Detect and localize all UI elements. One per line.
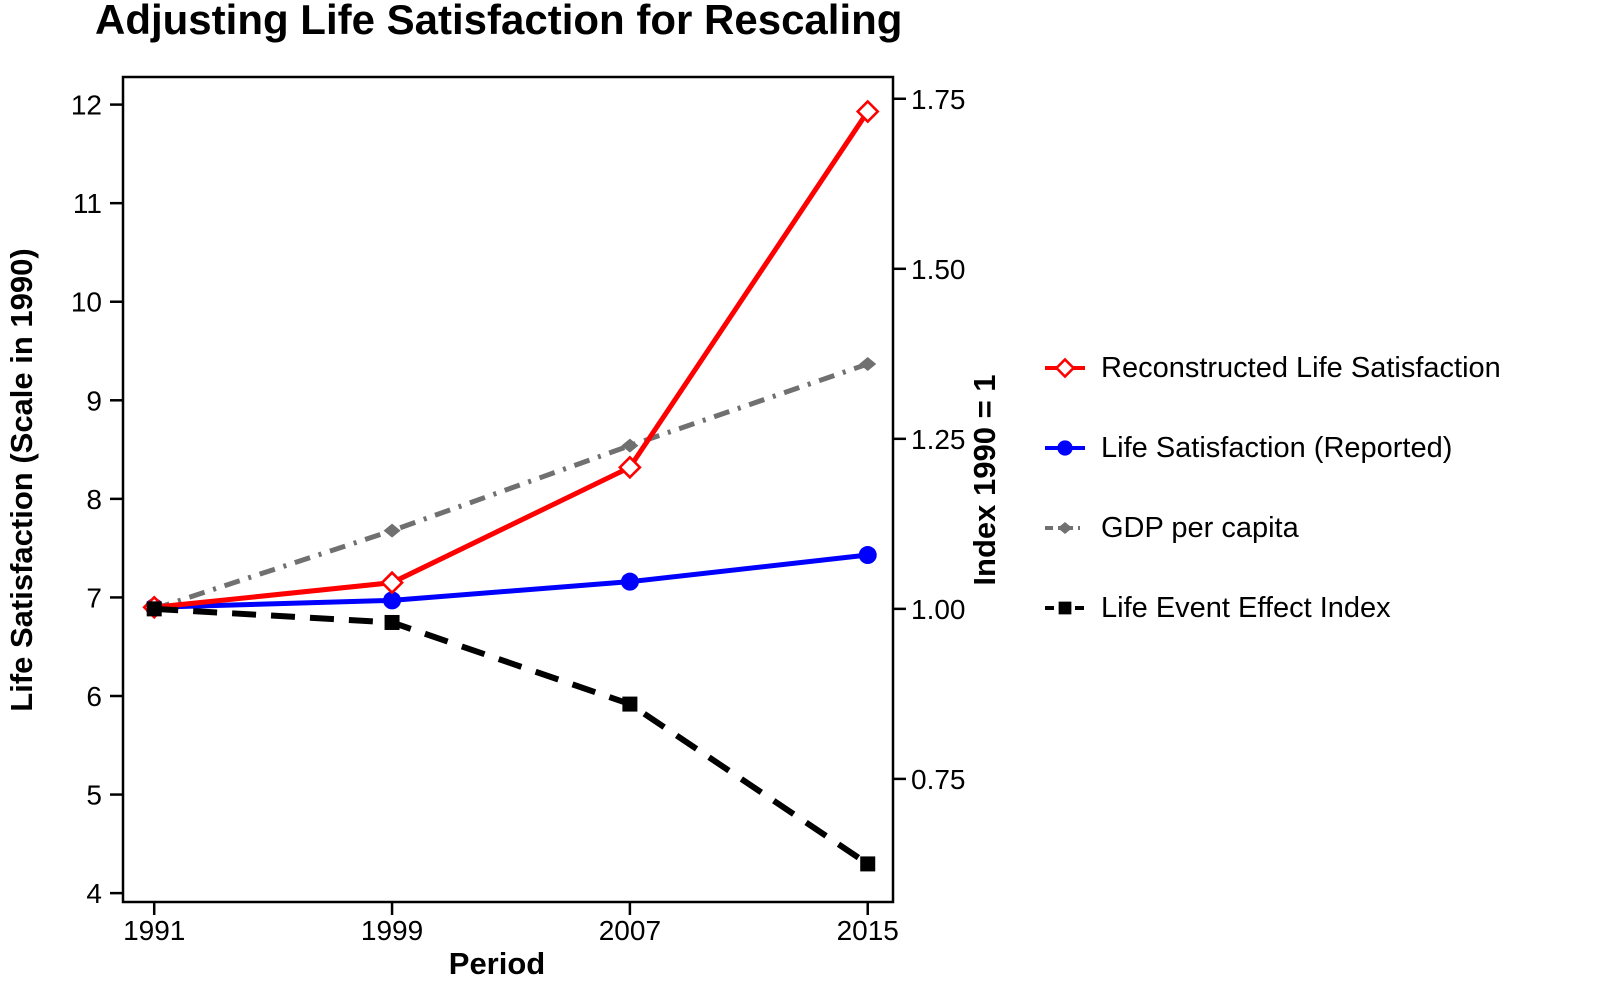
- legend-item-reconstructed-life-satisfaction: Reconstructed Life Satisfaction: [1042, 344, 1501, 392]
- legend-item-gdp-per-capita: GDP per capita: [1042, 504, 1501, 552]
- open-diamond-icon: [1045, 357, 1085, 379]
- svg-text:1.50: 1.50: [911, 254, 966, 285]
- plot-frame: [121, 75, 895, 904]
- svg-text:2007: 2007: [599, 915, 661, 946]
- series-life-satisfaction-reported: [145, 546, 877, 617]
- svg-text:10: 10: [71, 287, 102, 318]
- svg-text:2015: 2015: [837, 915, 899, 946]
- svg-text:1.00: 1.00: [911, 594, 966, 625]
- right-axis-title: Index 1990 = 1: [967, 374, 1002, 586]
- svg-text:1991: 1991: [123, 915, 185, 946]
- svg-text:12: 12: [71, 90, 102, 121]
- legend-label: Reconstructed Life Satisfaction: [1101, 351, 1501, 384]
- legend-label: GDP per capita: [1101, 511, 1299, 544]
- x-axis: 1991 1999 2007 2015: [123, 902, 899, 946]
- svg-text:4: 4: [86, 878, 102, 909]
- left-axis-title: Life Satisfaction (Scale in 1990): [4, 248, 39, 712]
- svg-text:8: 8: [86, 484, 102, 515]
- filled-diamond-icon: [1045, 522, 1085, 534]
- svg-text:1.25: 1.25: [911, 424, 966, 455]
- legend-item-life-satisfaction-reported: Life Satisfaction (Reported): [1042, 424, 1501, 472]
- svg-text:0.75: 0.75: [911, 764, 966, 795]
- legend-label: Life Satisfaction (Reported): [1101, 431, 1453, 464]
- legend-label: Life Event Effect Index: [1101, 591, 1391, 624]
- chart-title: Adjusting Life Satisfaction for Rescalin…: [95, 0, 903, 43]
- series-life-event-effect-index: [146, 601, 876, 872]
- svg-text:7: 7: [86, 582, 102, 613]
- left-axis: 4 5 6 7 8 9 10 11 12: [71, 90, 123, 909]
- filled-circle-icon: [1045, 440, 1085, 456]
- legend: Reconstructed Life Satisfaction Life Sat…: [1042, 344, 1501, 664]
- svg-text:11: 11: [73, 188, 102, 219]
- svg-text:1.75: 1.75: [911, 84, 966, 115]
- x-axis-title: Period: [448, 946, 546, 981]
- series-gdp-per-capita: [145, 357, 877, 616]
- series-reconstructed-life-satisfaction: [142, 99, 880, 620]
- right-axis: 0.75 1.00 1.25 1.50 1.75: [893, 84, 966, 795]
- svg-text:5: 5: [86, 780, 102, 811]
- svg-text:1999: 1999: [361, 915, 423, 946]
- svg-text:9: 9: [86, 385, 102, 416]
- filled-square-icon: [1045, 601, 1085, 615]
- svg-text:6: 6: [86, 681, 102, 712]
- legend-item-life-event-effect-index: Life Event Effect Index: [1042, 584, 1501, 632]
